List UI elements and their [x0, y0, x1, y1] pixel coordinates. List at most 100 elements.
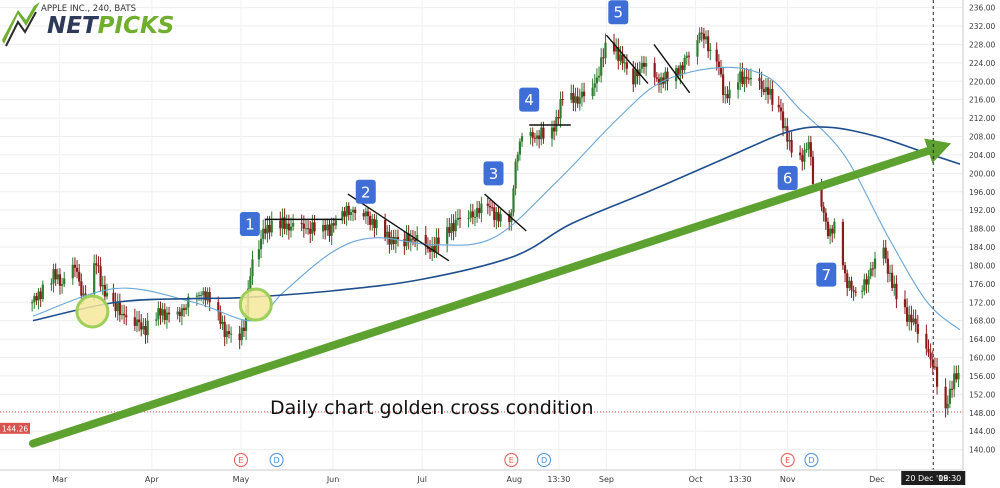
trendline: [347, 193, 450, 262]
candle-body: [309, 228, 312, 234]
candle-body: [31, 302, 34, 304]
trendline-annotations: [264, 34, 691, 262]
candle-body: [266, 225, 269, 234]
candle-body: [56, 274, 59, 280]
candle-body: [499, 214, 502, 222]
candle-body: [167, 312, 171, 315]
candle-body: [105, 292, 109, 297]
time-axis[interactable]: Mar Apr May Jun Jul Aug 13:30 Sep Oct 13:30 Nov Dec: [0, 469, 1000, 488]
candle-body: [112, 292, 115, 302]
candle-body: [553, 127, 556, 132]
wave-badge: [519, 87, 540, 112]
candle-body: [895, 283, 898, 300]
candle-body: [781, 111, 785, 129]
candle-body: [615, 47, 618, 52]
candle-body: [41, 284, 44, 299]
candle-body: [375, 219, 378, 229]
wave-badge-number: 4: [524, 91, 534, 109]
candle-body: [704, 36, 708, 40]
candle-body: [582, 91, 586, 97]
candle-body: [495, 212, 498, 221]
price-axis[interactable]: 140.00 144.00 148.00 152.00 156.00 160.00 164.…: [962, 0, 1000, 470]
candle-body: [760, 80, 763, 90]
candle-body: [478, 208, 481, 214]
candle-body: [645, 63, 648, 67]
candle-body: [114, 301, 117, 312]
candle-body: [657, 78, 661, 85]
candle-body: [636, 70, 639, 77]
candle-body: [140, 322, 143, 330]
candle-body: [180, 308, 183, 317]
candle-body: [97, 265, 100, 267]
candle-body: [848, 280, 851, 289]
crosshair-time-text: 09:30: [938, 474, 961, 483]
candle-body: [578, 97, 581, 104]
candle-body: [518, 141, 521, 155]
candle-body: [749, 77, 753, 80]
y-tick-label: 216.00: [969, 96, 995, 105]
candle-body: [163, 309, 166, 320]
candle-body: [185, 307, 188, 311]
candle-body: [861, 290, 864, 292]
candle-body: [570, 93, 573, 100]
x-tick-label: Oct: [689, 475, 703, 484]
candle-body: [557, 117, 560, 119]
candle-body: [550, 127, 554, 139]
candle-body: [467, 218, 470, 220]
candle-body: [155, 319, 158, 321]
candle-body: [176, 311, 179, 315]
candle-body: [683, 57, 686, 70]
candle-body: [948, 388, 951, 404]
candle-body: [619, 54, 622, 61]
candle-body: [784, 126, 787, 129]
candle-body: [270, 220, 273, 233]
candle-body: [871, 268, 874, 270]
candle-body: [882, 247, 885, 259]
candle-body: [321, 225, 325, 232]
candle-body: [50, 283, 53, 285]
y-tick-label: 176.00: [969, 280, 995, 289]
y-tick-label: 148.00: [969, 409, 995, 418]
x-tick-label: May: [233, 475, 250, 484]
candle-body: [332, 223, 335, 226]
candle-body: [903, 299, 907, 308]
y-tick-label: 204.00: [969, 151, 995, 160]
candle-body: [78, 271, 81, 282]
candle-body: [950, 388, 954, 390]
last-price-text: 144.26: [2, 424, 28, 433]
candle-body: [75, 267, 79, 272]
candle-body: [777, 104, 780, 108]
candle-body: [865, 279, 868, 285]
candle-body: [535, 135, 539, 139]
candle-body: [801, 155, 804, 162]
candle-body: [446, 227, 449, 244]
candle-body: [709, 49, 712, 52]
candle-body: [490, 207, 494, 209]
candle-body: [101, 284, 104, 287]
arrow-shaft: [28, 146, 933, 448]
wave-badge: [239, 211, 260, 236]
chart-caption: Daily chart golden cross condition: [270, 397, 594, 419]
candle-body: [600, 57, 603, 76]
x-tick-label: Jun: [326, 475, 340, 484]
candle-body: [799, 152, 802, 156]
candle-body: [37, 291, 40, 301]
x-tick-label: Sep: [599, 475, 614, 484]
x-tick-label: Aug: [507, 475, 523, 484]
candle-body: [480, 203, 483, 214]
candle-body: [516, 154, 519, 162]
wave-badge: [608, 0, 629, 25]
candle-body: [311, 222, 314, 234]
candle-body: [328, 224, 331, 236]
candle-body: [843, 265, 847, 274]
candle-body: [640, 62, 643, 69]
candle-body: [330, 223, 333, 236]
candle-body: [287, 223, 290, 231]
y-tick-label: 228.00: [969, 40, 995, 49]
y-tick-label: 168.00: [969, 317, 995, 326]
x-tick-label: 13:30: [547, 475, 570, 484]
candle-body: [726, 94, 729, 99]
candle-body: [225, 331, 228, 337]
time-axis-background: [0, 470, 1000, 488]
